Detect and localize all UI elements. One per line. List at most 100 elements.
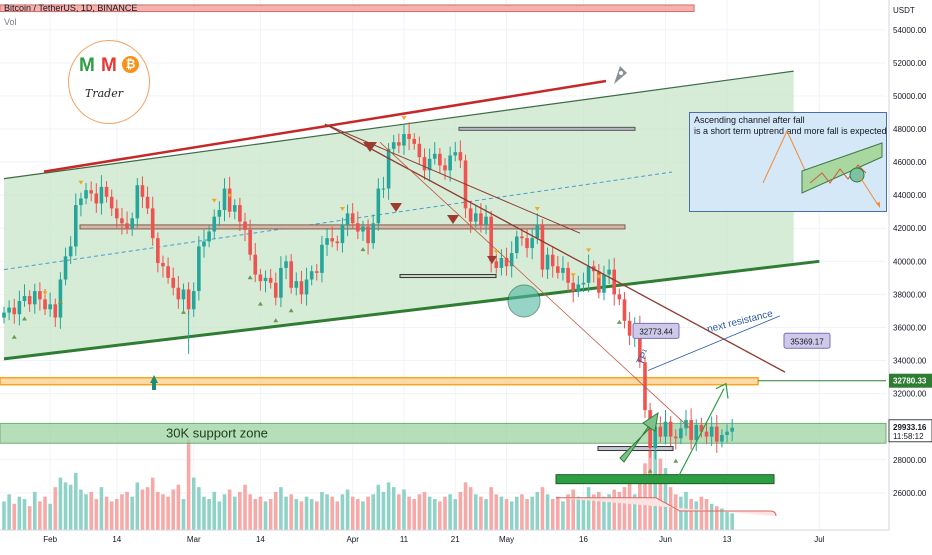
candle-body <box>345 213 350 225</box>
candle-body <box>566 267 570 283</box>
candle-body <box>279 267 283 298</box>
candle-body <box>27 296 32 305</box>
candle-body <box>309 271 314 280</box>
volume-bar <box>140 489 145 530</box>
candle-body <box>371 223 376 244</box>
volume-bar <box>263 501 268 530</box>
candle-body <box>597 271 601 293</box>
candle-body <box>402 133 406 146</box>
volume-bar <box>494 494 499 530</box>
swing-low-marker-icon <box>57 300 63 304</box>
volume-bar <box>48 503 52 530</box>
volume-bar <box>468 487 473 530</box>
candle-body <box>489 216 493 262</box>
volume-bar <box>73 472 78 530</box>
candle-body <box>714 426 719 442</box>
volume-bar <box>32 491 37 530</box>
candle-body <box>694 425 699 440</box>
volume-bar <box>181 499 186 530</box>
volume-bar <box>591 494 596 530</box>
volume-bar <box>402 489 406 530</box>
time-tick-label: Jul <box>814 535 824 544</box>
volume-bar <box>109 501 114 530</box>
candle-body <box>273 282 278 298</box>
time-tick-label: 21 <box>451 535 460 544</box>
volume-bar <box>186 439 191 530</box>
candle-body <box>212 216 217 232</box>
candle-body <box>504 258 509 267</box>
logo-word: Trader <box>85 87 123 100</box>
candle-body <box>161 262 165 267</box>
volume-bar <box>135 482 140 530</box>
swing-low-marker-icon <box>360 247 366 252</box>
volume-bar <box>258 496 263 530</box>
volume-bar <box>720 508 724 530</box>
volume-bar <box>479 496 483 530</box>
volume-bar <box>643 463 647 530</box>
volume-bar <box>407 496 411 530</box>
candle-body <box>730 427 734 432</box>
volume-bar <box>217 501 222 530</box>
candle-body <box>238 205 242 222</box>
volume-bar <box>520 494 524 530</box>
volume-bar <box>427 496 432 530</box>
candle-body <box>207 231 211 242</box>
candle-body <box>304 279 309 295</box>
volume-bar <box>376 484 381 530</box>
candle-body <box>325 238 329 245</box>
volume-bar <box>432 499 437 530</box>
volume-bar <box>622 487 627 530</box>
volume-bar <box>120 494 124 530</box>
volume-bar <box>94 499 99 530</box>
price-tick-label: 54000.00 <box>893 26 927 35</box>
volume-bar <box>156 491 160 530</box>
price-tick-label: 48000.00 <box>893 125 927 134</box>
volume-bar <box>145 487 150 530</box>
candle-body <box>227 188 232 212</box>
time-tick-label: Jun <box>659 535 672 544</box>
candle-body <box>191 291 196 310</box>
volume-bar <box>561 501 565 530</box>
volume-bar <box>63 482 68 530</box>
swing-high-marker-icon <box>227 193 233 198</box>
volume-bar <box>504 499 509 530</box>
support-zone-band <box>0 422 887 444</box>
time-tick-label: Mar <box>187 535 201 544</box>
breakdown-circle <box>507 284 541 318</box>
swing-low-marker-icon <box>673 458 679 463</box>
volume-bar <box>632 494 637 530</box>
down-marker-icon <box>487 256 497 264</box>
volume-bar <box>453 499 458 530</box>
volume-bar <box>627 482 632 530</box>
price-label-32773: 32773.44 <box>639 327 673 336</box>
volume-bar <box>171 489 176 530</box>
volume-bar <box>714 506 719 530</box>
candle-body <box>315 271 319 273</box>
candle-body <box>115 208 119 219</box>
candle-body <box>299 281 304 295</box>
swing-high-marker-icon <box>570 273 576 278</box>
candle-body <box>222 188 227 211</box>
candle-body <box>673 436 678 439</box>
candle-body <box>48 304 52 310</box>
volume-bar <box>412 499 417 530</box>
candle-body <box>243 221 247 230</box>
sketch-fall-line <box>762 129 810 184</box>
candle-body <box>438 153 442 166</box>
channel-note-box[interactable]: Ascending channel after fall is a short … <box>689 112 887 212</box>
volume-bar <box>38 501 42 530</box>
volume-bar <box>679 496 683 530</box>
candle-body <box>73 205 78 247</box>
volume-bar <box>43 496 47 530</box>
candle-body <box>22 296 27 301</box>
price-tick-label: 46000.00 <box>893 158 927 167</box>
time-tick-label: 16 <box>579 535 588 544</box>
sketch-channel <box>801 142 883 194</box>
volume-bar <box>294 499 299 530</box>
volume-bar <box>350 496 355 530</box>
volume-bar <box>89 491 93 530</box>
volume-bar <box>309 499 314 530</box>
